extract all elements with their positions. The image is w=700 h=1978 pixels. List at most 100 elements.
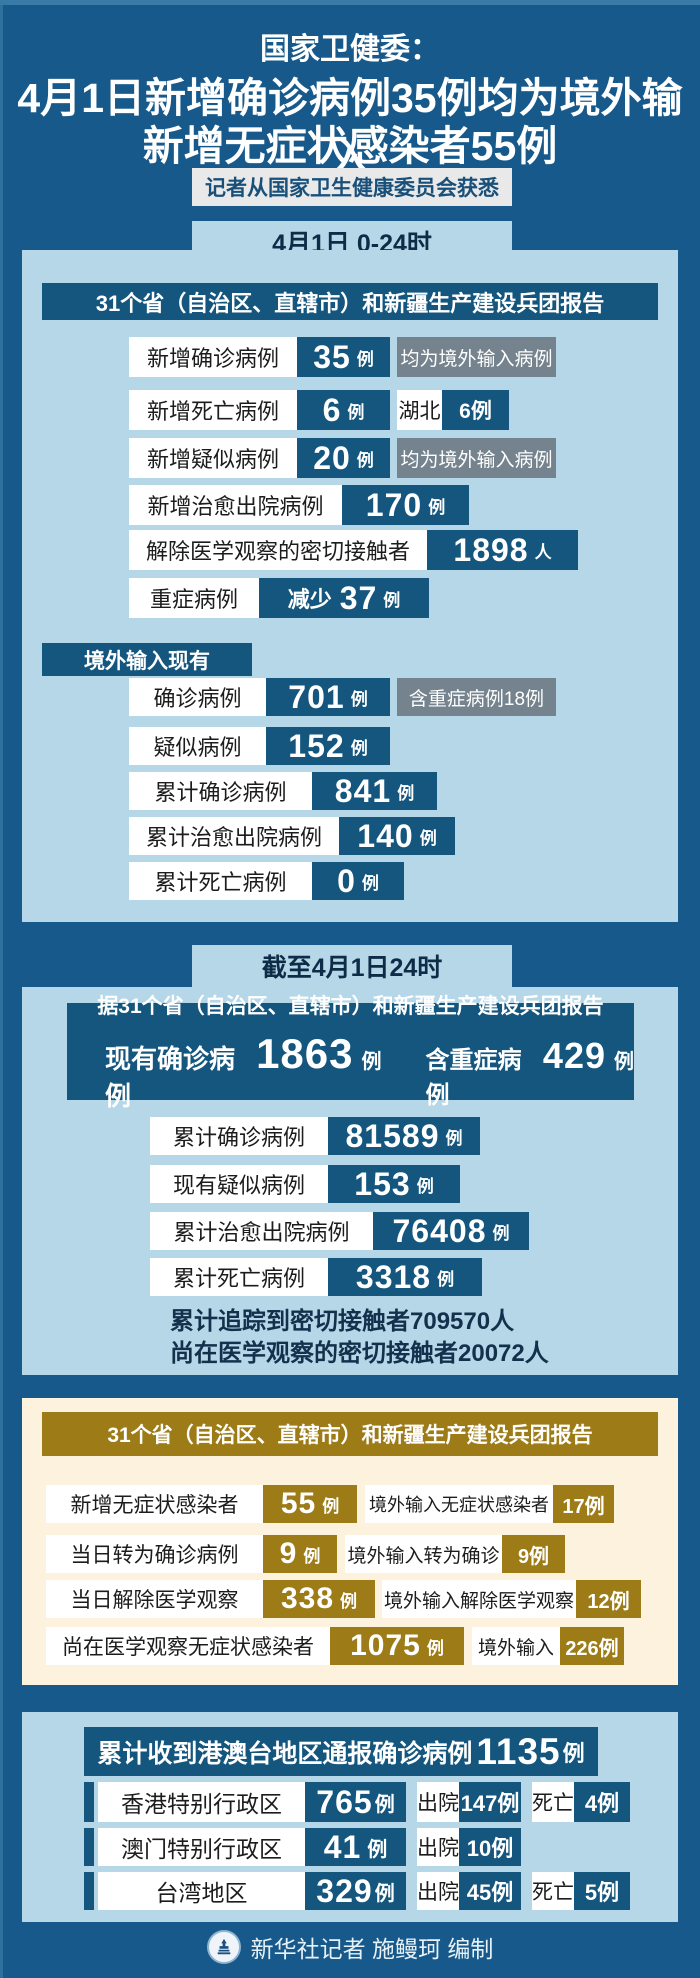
severe-cases-label: 含重症病例	[425, 1047, 522, 1109]
section4-header-unit: 例	[562, 1740, 585, 1766]
section1-header-bar: 31个省（自治区、直辖市）和新疆生产建设兵团报告	[42, 283, 658, 320]
section2-panel: 据31个省（自治区、直辖市）和新疆生产建设兵团报告 现有确诊病例 1863 例 …	[22, 987, 678, 1375]
stat-unit: 例	[437, 1269, 455, 1289]
region-unit: 例	[374, 1882, 395, 1905]
stat-unit: 例	[340, 1591, 358, 1611]
stat-value: 140	[357, 817, 414, 854]
stat-value: 1075	[350, 1629, 421, 1662]
region-row-macao: 澳门特别行政区 41 例 出院 10例	[84, 1828, 521, 1866]
stat-row-new-asymptomatic: 新增无症状感染者 55 例 境外输入无症状感染者 17例	[46, 1485, 614, 1523]
stat-value-box: 9 例	[263, 1535, 337, 1573]
stat-value-box: 152 例	[266, 727, 390, 765]
stat-label: 累计治愈出院病例	[150, 1212, 373, 1250]
stat-row-current-suspected: 现有疑似病例 153 例	[150, 1165, 460, 1203]
region-value: 41	[323, 1828, 362, 1865]
stat-unit: 例	[397, 783, 415, 803]
stat-unit: 例	[350, 738, 368, 758]
main-title-line2: 新增无症状感染者55例	[142, 123, 558, 169]
stat-label: 尚在医学观察无症状感染者	[46, 1627, 330, 1665]
current-cases-label: 现有确诊病例	[105, 1044, 236, 1111]
stat-unit: 例	[356, 450, 374, 470]
row-accent-bar	[84, 1872, 94, 1910]
row-accent-bar	[84, 1828, 94, 1866]
stat-label: 新增治愈出院病例	[129, 485, 342, 525]
discharged-value: 10例	[459, 1828, 521, 1866]
discharged-value: 147例	[459, 1782, 521, 1822]
section1-panel: 31个省（自治区、直辖市）和新疆生产建设兵团报告 新增确诊病例 35 例 均为境…	[22, 250, 678, 922]
stat-label: 累计死亡病例	[150, 1258, 328, 1296]
stat-value: 37	[339, 579, 378, 616]
stat-row-new-deaths: 新增死亡病例 6 例 湖北 6例	[129, 390, 509, 430]
stat-value-box: 3318 例	[328, 1258, 482, 1296]
stat-value-box: 81589 例	[328, 1117, 480, 1155]
stat-row-new-confirmed: 新增确诊病例 35 例 均为境外输入病例	[129, 337, 556, 377]
footer-credit-text: 新华社记者 施鳗珂 编制	[250, 1936, 494, 1962]
contact-tracing-note: 累计追踪到密切接触者709570人	[170, 1308, 515, 1335]
region-value-box: 41 例	[305, 1828, 406, 1866]
top-edge-highlight	[0, 0, 700, 5]
stat-sub-label: 境外输入无症状感染者	[365, 1485, 553, 1523]
section4-header-value: 1135	[476, 1730, 561, 1772]
stat-label: 重症病例	[129, 578, 259, 618]
current-cases-value: 1863	[256, 1030, 354, 1077]
region-value-box: 329 例	[305, 1872, 406, 1910]
stat-row-imported-cum-confirmed: 累计确诊病例 841 例	[129, 772, 437, 810]
stat-label: 现有疑似病例	[150, 1165, 328, 1203]
current-cases-unit: 例	[361, 1051, 382, 1073]
region-value: 329	[316, 1872, 373, 1909]
stat-row-imported-cum-recovered: 累计治愈出院病例 140 例	[129, 817, 455, 855]
xinhua-emblem-glyph	[217, 1938, 230, 1955]
death-value: 5例	[574, 1872, 630, 1910]
stat-unit: 例	[428, 497, 446, 517]
source-note-box: 记者从国家卫生健康委员会获悉	[192, 168, 512, 206]
stat-row-converted-confirmed: 当日转为确诊病例 9 例 境外输入转为确诊 9例	[46, 1535, 565, 1573]
footer-credit-bar: 新华社记者 施鳗珂 编制	[0, 1930, 700, 1964]
stat-value-box: 76408 例	[373, 1212, 529, 1250]
stat-row-under-observation-asymptomatic: 尚在医学观察无症状感染者 1075 例 境外输入 226例	[46, 1627, 624, 1665]
region-unit: 例	[374, 1793, 395, 1816]
stat-unit: 例	[322, 1496, 340, 1516]
region-row-taiwan: 台湾地区 329 例 出院 45例 死亡 5例	[84, 1872, 630, 1910]
stat-value: 701	[288, 678, 345, 715]
stat-value: 153	[354, 1165, 411, 1202]
severe-cases-unit: 例	[614, 1051, 634, 1073]
stat-label: 新增确诊病例	[129, 337, 297, 377]
left-edge-highlight	[0, 0, 3, 1978]
stat-row-new-recovered: 新增治愈出院病例 170 例	[129, 485, 469, 525]
section2-summary-box: 据31个省（自治区、直辖市）和新疆生产建设兵团报告 现有确诊病例 1863 例 …	[67, 995, 634, 1111]
section4-panel: 累计收到港澳台地区通报确诊病例 1135 例 香港特别行政区 765 例 出院 …	[22, 1712, 678, 1922]
stat-unit: 例	[303, 1546, 321, 1566]
stat-label: 累计确诊病例	[129, 772, 312, 810]
stat-unit: 例	[416, 1176, 434, 1196]
stat-note: 含重症病例18例	[397, 678, 556, 716]
stat-row-imported-suspected: 疑似病例 152 例	[129, 727, 390, 765]
region-label: 香港特别行政区	[98, 1782, 305, 1822]
stat-unit: 例	[347, 402, 365, 422]
section3-panel: 31个省（自治区、直辖市）和新疆生产建设兵团报告 新增无症状感染者 55 例 境…	[22, 1398, 678, 1685]
stat-sub-value: 9例	[502, 1535, 565, 1573]
stat-value: 35	[313, 338, 351, 375]
report-source-line: 据31个省（自治区、直辖市）和新疆生产建设兵团报告	[97, 995, 604, 1018]
stat-row-imported-cum-deaths: 累计死亡病例 0 例	[129, 862, 404, 900]
stat-value: 3318	[355, 1258, 432, 1295]
stat-sub-value: 17例	[553, 1485, 614, 1523]
stat-value-box: 841 例	[312, 772, 437, 810]
stat-sub-value: 226例	[560, 1627, 624, 1665]
discharged-label: 出院	[417, 1828, 459, 1866]
stat-value: 170	[365, 486, 423, 523]
stat-row-cum-recovered: 累计治愈出院病例 76408 例	[150, 1212, 529, 1250]
death-label: 死亡	[532, 1782, 574, 1822]
stat-label: 解除医学观察的密切接触者	[129, 530, 427, 570]
stat-row-imported-confirmed: 确诊病例 701 例 含重症病例18例	[129, 678, 556, 716]
stat-row-released-today: 当日解除医学观察 338 例 境外输入解除医学观察 12例	[46, 1580, 641, 1618]
stat-value: 81589	[345, 1117, 440, 1154]
agency-line: 国家卫健委：	[260, 33, 440, 66]
stat-value-box: 1898 人	[427, 530, 578, 570]
death-label: 死亡	[532, 1872, 574, 1910]
stat-value-box: 338 例	[263, 1580, 375, 1618]
current-cases-line: 现有确诊病例 1863 例 含重症病例 429 例	[105, 1030, 634, 1113]
region-value: 765	[316, 1783, 373, 1820]
stat-label: 确诊病例	[129, 678, 266, 716]
stat-value-box: 153 例	[328, 1165, 460, 1203]
